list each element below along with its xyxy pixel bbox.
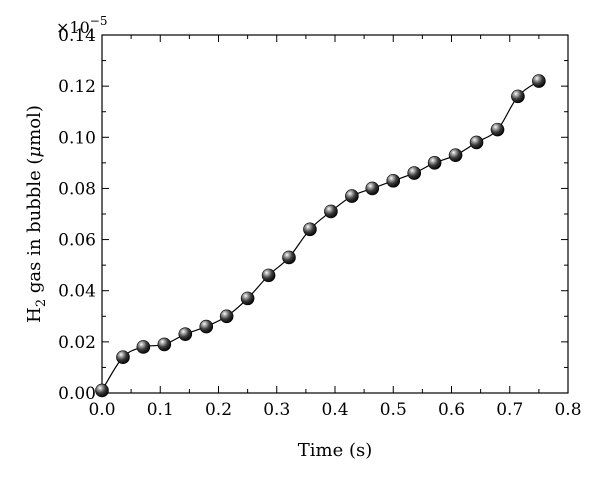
data-point bbox=[303, 222, 317, 237]
x-tick-label: 0.5 bbox=[380, 400, 407, 420]
data-point bbox=[116, 350, 130, 365]
data-point bbox=[95, 383, 109, 398]
y-tick-label: 0.10 bbox=[58, 128, 96, 148]
series-line bbox=[101, 80, 540, 391]
y-tick-label: 0.12 bbox=[58, 77, 96, 97]
data-point bbox=[448, 148, 463, 162]
y-tick-label: 0.08 bbox=[58, 179, 96, 199]
data-point bbox=[407, 166, 422, 180]
data-point bbox=[345, 189, 359, 203]
x-axis-ticks: 0.0 0.1 0.2 0.3 0.4 0.5 0.6 0.7 0.8 bbox=[88, 35, 582, 420]
x-axis-title: Time (s) bbox=[298, 440, 373, 461]
x-tick-label: 0.7 bbox=[496, 400, 523, 420]
y-tick-label: 0.06 bbox=[58, 231, 96, 251]
y-axis-multiplier: ×10−5 bbox=[56, 14, 107, 37]
data-point bbox=[240, 291, 255, 306]
series-markers bbox=[95, 74, 546, 398]
data-point bbox=[427, 156, 442, 170]
x-tick-label: 0.1 bbox=[147, 400, 174, 420]
y-tick-label: 0.02 bbox=[58, 333, 96, 353]
data-point bbox=[386, 173, 401, 188]
y-axis-title: H2 gas in bubble (μmol) bbox=[24, 105, 49, 323]
data-point bbox=[178, 327, 193, 341]
data-point bbox=[219, 309, 234, 324]
data-point bbox=[365, 181, 380, 196]
data-point bbox=[136, 340, 151, 354]
y-tick-label: 0.14 bbox=[58, 26, 96, 46]
data-point bbox=[199, 319, 214, 334]
x-tick-label: 0.8 bbox=[554, 400, 581, 420]
y-axis-ticks: 0.00 0.02 0.04 0.06 0.08 0.10 0.12 0.14 bbox=[58, 26, 568, 404]
data-point bbox=[490, 122, 505, 137]
data-point bbox=[261, 268, 276, 283]
x-tick-label: 0.0 bbox=[88, 400, 115, 420]
data-point bbox=[469, 135, 484, 150]
data-point bbox=[532, 74, 546, 88]
x-tick-label: 0.6 bbox=[438, 400, 465, 420]
y-tick-label: 0.00 bbox=[58, 384, 96, 404]
x-tick-label: 0.2 bbox=[205, 400, 232, 420]
y-tick-label: 0.04 bbox=[58, 282, 96, 302]
data-point bbox=[282, 250, 296, 265]
data-point bbox=[511, 89, 525, 104]
x-tick-label: 0.3 bbox=[263, 400, 290, 420]
x-tick-label: 0.4 bbox=[321, 400, 348, 420]
data-point bbox=[324, 204, 338, 219]
data-point bbox=[157, 337, 172, 352]
